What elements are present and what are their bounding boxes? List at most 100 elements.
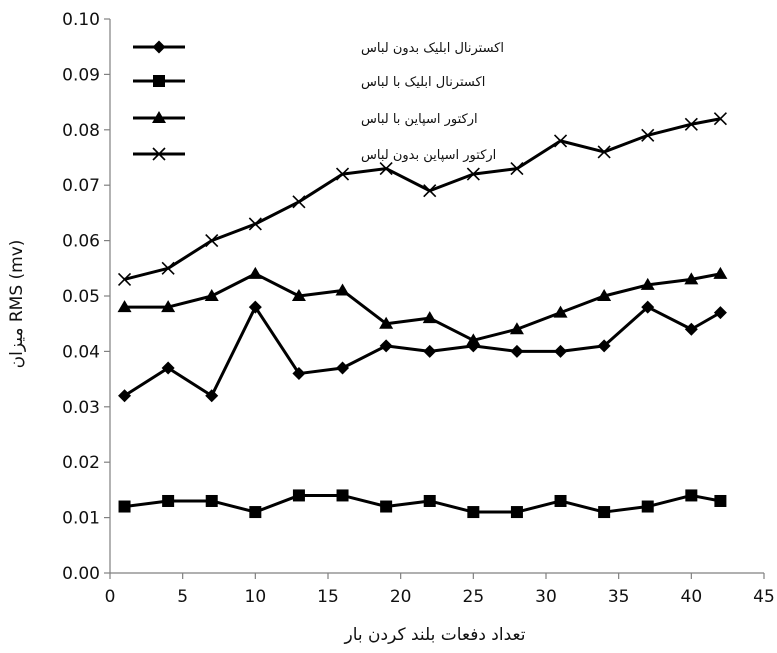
data-point <box>641 128 655 142</box>
data-point <box>336 489 349 502</box>
data-point <box>423 184 437 198</box>
legend-marker <box>152 111 166 123</box>
data-point <box>292 489 305 502</box>
data-point <box>379 339 393 353</box>
y-tick-label: 0.07 <box>62 176 100 196</box>
y-tick-label: 0.09 <box>62 65 100 85</box>
data-point <box>641 300 655 314</box>
y-tick-label: 0.04 <box>62 342 100 362</box>
data-point <box>161 261 175 275</box>
data-point <box>205 234 219 248</box>
legend-label: ارکتور اسپاین بدون لباس <box>361 148 496 163</box>
data-point <box>379 162 393 176</box>
series-line <box>124 117 721 281</box>
data-point <box>466 333 481 346</box>
y-tick-label: 0.02 <box>62 453 100 473</box>
legend: اکسترنال ابلیک بدون لباس اکسترنال ابلیک ب… <box>133 40 504 163</box>
x-tick-label: 0 <box>105 587 116 607</box>
y-tick-label: 0.10 <box>62 10 100 30</box>
legend-item: اکسترنال ابلیک بدون لباس <box>133 40 504 56</box>
data-point <box>248 266 263 279</box>
data-point <box>249 506 262 519</box>
y-tick-label: 0.00 <box>62 564 100 584</box>
data-point <box>713 266 728 279</box>
legend-marker <box>152 40 166 54</box>
series-2 <box>118 489 727 519</box>
x-tick-label: 35 <box>608 587 630 607</box>
data-point <box>510 162 524 176</box>
data-point <box>292 195 306 209</box>
series-4 <box>117 112 727 286</box>
x-tick-label: 30 <box>535 587 557 607</box>
x-tick-label: 15 <box>317 587 339 607</box>
data-point <box>685 489 698 502</box>
data-point <box>161 300 176 313</box>
data-point <box>204 289 219 301</box>
data-point <box>684 322 698 336</box>
data-point <box>422 311 437 324</box>
legend-label: ارکتور اسپاین با لباس <box>361 112 478 127</box>
data-point <box>713 112 727 126</box>
legend-marker <box>152 147 166 161</box>
data-point <box>509 322 524 335</box>
data-point <box>598 506 611 519</box>
data-point <box>335 283 350 296</box>
data-point <box>553 305 568 318</box>
x-tick-label: 10 <box>245 587 267 607</box>
series-1 <box>118 300 727 403</box>
data-point <box>640 277 655 290</box>
data-point <box>379 316 394 329</box>
data-point <box>597 339 611 353</box>
data-point <box>336 361 350 375</box>
y-tick-label: 0.01 <box>62 509 100 529</box>
y-axis-title: میزان RMS (mv) <box>7 240 27 369</box>
data-point <box>466 167 480 181</box>
data-point <box>117 272 132 286</box>
data-point <box>684 117 698 131</box>
data-point <box>292 367 306 381</box>
series-3 <box>117 266 728 346</box>
data-point <box>467 506 480 519</box>
legend-item: اکسترنال ابلیک با لباس <box>133 75 485 90</box>
y-tick-label: 0.08 <box>62 121 100 141</box>
data-point <box>248 217 262 231</box>
data-point <box>553 134 568 148</box>
legend-label: اکسترنال ابلیک با لباس <box>361 75 485 90</box>
axes <box>104 18 765 579</box>
data-point <box>554 344 568 358</box>
data-point <box>554 494 567 507</box>
legend-label: اکسترنال ابلیک بدون لباس <box>361 41 504 56</box>
data-point <box>510 344 524 358</box>
data-point <box>641 500 654 513</box>
data-point <box>162 494 175 507</box>
data-point <box>510 506 523 519</box>
legend-item: ارکتور اسپاین بدون لباس <box>133 147 496 163</box>
legend-item: ارکتور اسپاین با لباس <box>133 111 478 127</box>
x-axis-title: تعداد دفعات بلند کردن بار <box>344 625 526 645</box>
legend-marker <box>153 75 165 87</box>
data-point <box>118 389 132 403</box>
x-tick-label: 20 <box>390 587 412 607</box>
data-point <box>117 300 132 313</box>
data-point <box>248 300 262 314</box>
x-tick-labels: 0 5 10 15 20 25 30 35 40 45 <box>105 587 775 607</box>
data-point <box>597 289 612 301</box>
data-point <box>423 344 437 358</box>
data-point <box>291 289 306 301</box>
data-point <box>713 306 727 320</box>
series-group <box>117 112 728 519</box>
x-tick-label: 5 <box>177 587 188 607</box>
data-point <box>161 361 175 375</box>
data-point <box>684 272 699 285</box>
x-tick-label: 25 <box>463 587 485 607</box>
data-point <box>597 145 611 159</box>
data-point <box>335 167 350 181</box>
data-point <box>423 494 436 507</box>
x-tick-label: 40 <box>681 587 703 607</box>
y-tick-label: 0.06 <box>62 232 100 252</box>
y-tick-label: 0.03 <box>62 398 100 418</box>
data-point <box>380 500 393 513</box>
data-point <box>205 494 218 507</box>
data-point <box>714 494 727 507</box>
